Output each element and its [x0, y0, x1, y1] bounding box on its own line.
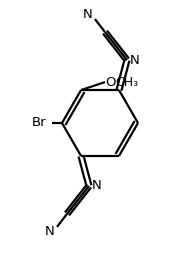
Text: N: N [92, 179, 102, 193]
Text: Br: Br [32, 116, 46, 130]
Text: N: N [83, 8, 93, 20]
Text: N: N [45, 226, 55, 238]
Text: O: O [106, 76, 116, 89]
Text: N: N [130, 54, 140, 67]
Text: CH₃: CH₃ [115, 76, 138, 89]
